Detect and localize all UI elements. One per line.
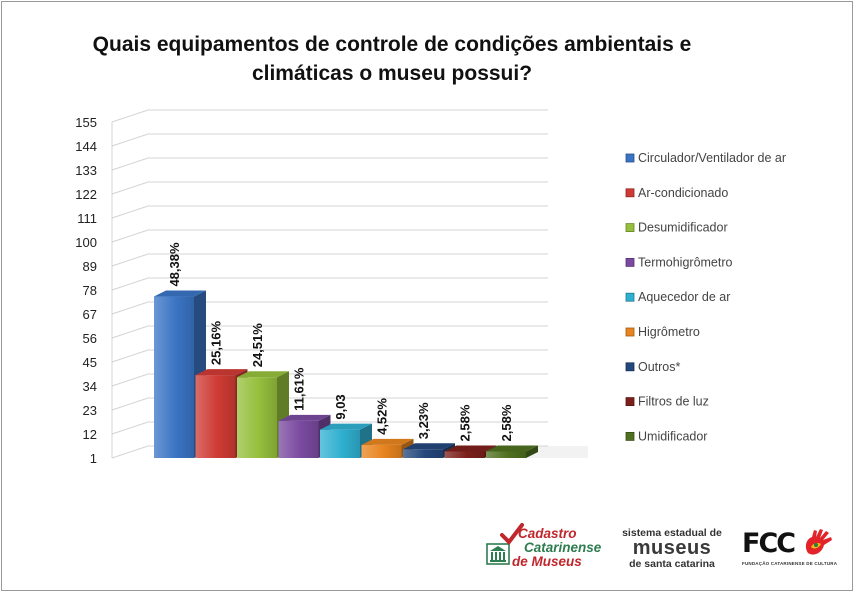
legend-label: Outros*	[638, 360, 681, 374]
sistema-line-3: de santa catarina	[629, 558, 715, 570]
legend-swatch	[625, 223, 635, 233]
sistema-line-1: sistema estadual de	[622, 527, 722, 539]
legend-item: Filtros de luz	[625, 395, 709, 409]
legend-label: Circulador/Ventilador de ar	[638, 151, 786, 165]
legend-item: Aquecedor de ar	[625, 290, 730, 304]
legend-swatch	[625, 153, 635, 163]
y-tick-label: 23	[83, 403, 97, 418]
data-label: 48,38%	[167, 242, 182, 287]
gridline	[111, 109, 548, 123]
gridline	[111, 397, 548, 411]
cadastro-line-2: Catarinense	[524, 540, 602, 555]
gridline	[111, 349, 548, 363]
legend-item: Circulador/Ventilador de ar	[625, 151, 786, 165]
bar	[154, 290, 206, 458]
data-label: 25,16%	[209, 321, 224, 366]
cadastro-catarinense-logo: Cadastro Catarinense de Museus	[486, 523, 608, 571]
gridline	[111, 157, 548, 171]
footer-logos: Cadastro Catarinense de Museus sistema e…	[480, 523, 850, 575]
y-tick-label: 12	[83, 427, 97, 442]
cadastro-line-1: Cadastro	[518, 526, 577, 541]
legend-swatch	[625, 188, 635, 198]
data-label: 3,23%	[416, 402, 431, 439]
bar	[486, 445, 538, 458]
y-tick-label: 78	[83, 283, 97, 298]
checkmark-icon	[500, 523, 524, 550]
legend-label: Desumidificador	[638, 221, 728, 235]
gridline	[111, 421, 548, 435]
legend-label: Higrômetro	[638, 325, 700, 339]
gridline	[111, 253, 548, 267]
sistema-line-2: museus	[632, 537, 712, 559]
y-tick-label: 133	[75, 163, 97, 178]
legend-swatch	[625, 257, 635, 267]
y-tick-label: 67	[83, 307, 97, 322]
y-tick-label: 100	[75, 235, 97, 250]
legend-swatch	[625, 431, 635, 441]
legend-label: Termohigrômetro	[638, 255, 733, 269]
y-tick-label: 144	[75, 139, 97, 154]
legend-swatch	[625, 327, 635, 337]
chart-title: Quais equipamentos de controle de condiç…	[42, 30, 742, 88]
legend-item: Desumidificador	[625, 221, 728, 235]
gridline	[111, 277, 548, 291]
legend-label: Umidificador	[638, 429, 707, 443]
legend-label: Aquecedor de ar	[638, 290, 730, 304]
legend-swatch	[625, 397, 635, 407]
legend-swatch	[625, 292, 635, 302]
legend-item: Umidificador	[625, 429, 707, 443]
fcc-subtitle: FUNDAÇÃO CATARINENSE DE CULTURA	[742, 561, 838, 566]
data-label: 4,52%	[375, 398, 390, 435]
legend-item: Outros*	[625, 360, 681, 374]
legend-label: Ar-condicionado	[638, 186, 728, 200]
hand-icon	[802, 527, 836, 564]
y-tick-label: 111	[77, 211, 97, 226]
gridline	[111, 373, 548, 387]
y-tick-label: 122	[75, 187, 97, 202]
legend-item: Higrômetro	[625, 325, 700, 339]
y-tick-label: 56	[83, 331, 97, 346]
sistema-estadual-museus-logo: sistema estadual de museus de santa cata…	[618, 527, 726, 570]
y-tick-label: 155	[75, 115, 97, 130]
gridline	[111, 181, 548, 195]
title-line-1: Quais equipamentos de controle de condiç…	[92, 33, 692, 56]
data-label: 24,51%	[250, 323, 265, 368]
legend-label: Filtros de luz	[638, 395, 709, 409]
gridline	[111, 301, 548, 315]
gridline	[111, 205, 548, 219]
fcc-logo: FCC FUNDAÇÃO CATARINENSE DE CULTURA	[742, 525, 842, 573]
legend-swatch	[625, 362, 635, 372]
gridline	[111, 325, 548, 339]
legend-item: Termohigrômetro	[625, 255, 733, 269]
legend-item: Ar-condicionado	[625, 186, 728, 200]
fcc-wordmark: FCC	[742, 528, 796, 559]
museum-building-icon	[486, 543, 510, 570]
data-label: 2,58%	[458, 404, 473, 441]
gridline	[111, 133, 548, 147]
data-label: 9,03	[333, 394, 348, 419]
data-label: 2,58%	[499, 404, 514, 441]
cadastro-line-3: de Museus	[512, 554, 582, 569]
title-line-2: climáticas o museu possui?	[251, 62, 533, 85]
data-label: 11,61%	[292, 367, 307, 411]
gridline	[111, 229, 548, 243]
y-tick-label: 34	[83, 379, 97, 394]
y-tick-label: 1	[90, 451, 97, 466]
y-tick-label: 45	[83, 355, 97, 370]
y-tick-label: 89	[83, 259, 97, 274]
